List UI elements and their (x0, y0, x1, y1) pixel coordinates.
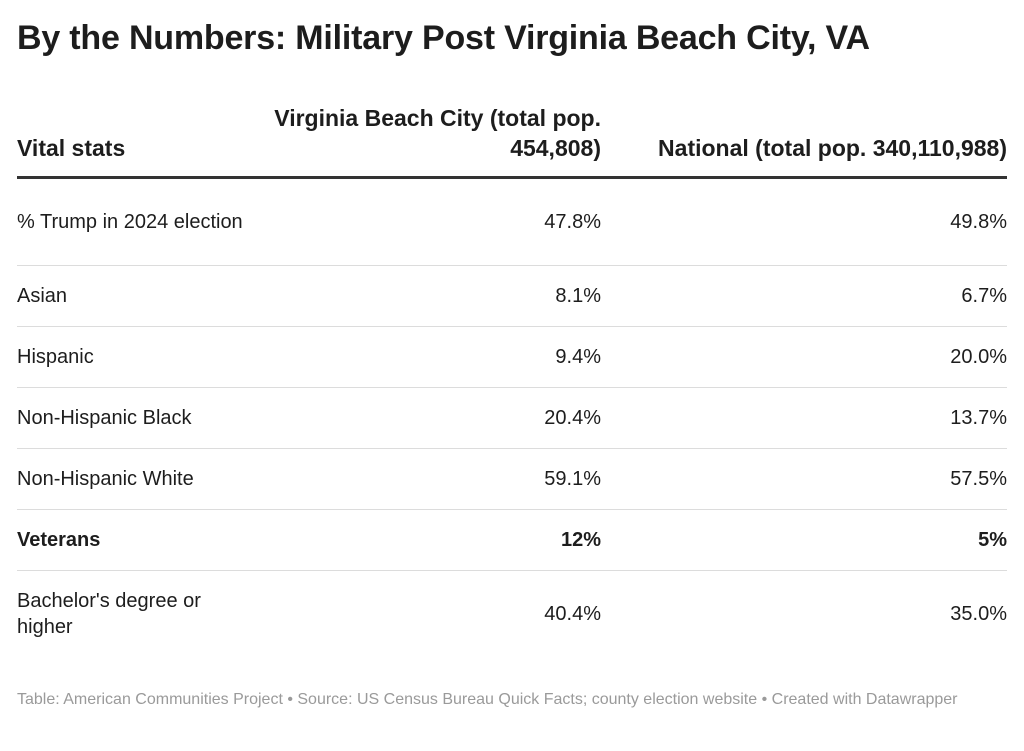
cell-national: 49.8% (601, 177, 1007, 266)
cell-virginia-beach: 9.4% (251, 326, 601, 388)
table-header-row: Vital stats Virginia Beach City (total p… (17, 100, 1007, 179)
row-label: Non-Hispanic White (17, 448, 251, 510)
cell-virginia-beach: 40.4% (544, 603, 601, 625)
table-row: Non-Hispanic White 59.1% 57.5% (17, 448, 1007, 510)
table-row: Asian 8.1% 6.7% (17, 265, 1007, 327)
cell-virginia-beach: 8.1% (251, 265, 601, 327)
column-header-vital-stats[interactable]: Vital stats (17, 100, 251, 179)
cell-virginia-beach: 59.1% (251, 448, 601, 510)
source-footer: Table: American Communities Project • So… (17, 691, 958, 708)
cell-virginia-beach: 12% (251, 509, 601, 571)
row-label: % Trump in 2024 election (17, 177, 251, 266)
row-label: Non-Hispanic Black (17, 387, 251, 449)
row-label: Asian (17, 265, 251, 327)
row-label: Veterans (17, 509, 251, 571)
cell-national: 35.0% (950, 603, 1007, 625)
cell-national: 5% (601, 509, 1007, 571)
table-row: Veterans 12% 5% (17, 509, 1007, 571)
row-label: Bachelor's degree or higher (17, 590, 201, 638)
column-header-national[interactable]: National (total pop. 340,110,988) (601, 100, 1007, 179)
chart-title: By the Numbers: Military Post Virginia B… (17, 19, 870, 57)
cell-virginia-beach: 47.8% (251, 177, 601, 266)
table-row: % Trump in 2024 election 47.8% 49.8% (17, 177, 1007, 266)
cell-national: 6.7% (601, 265, 1007, 327)
stats-table: Vital stats Virginia Beach City (total p… (17, 100, 1007, 657)
table-row: Hispanic 9.4% 20.0% (17, 326, 1007, 388)
column-header-virginia-beach[interactable]: Virginia Beach City (total pop. 454,808) (251, 100, 601, 179)
row-label: Hispanic (17, 326, 251, 388)
cell-virginia-beach: 20.4% (251, 387, 601, 449)
cell-national: 57.5% (601, 448, 1007, 510)
cell-national: 13.7% (601, 387, 1007, 449)
cell-national: 20.0% (601, 326, 1007, 388)
table-row: Non-Hispanic Black 20.4% 13.7% (17, 387, 1007, 449)
table-row: Bachelor's degree or higher 40.4% 35.0% (17, 571, 1007, 658)
